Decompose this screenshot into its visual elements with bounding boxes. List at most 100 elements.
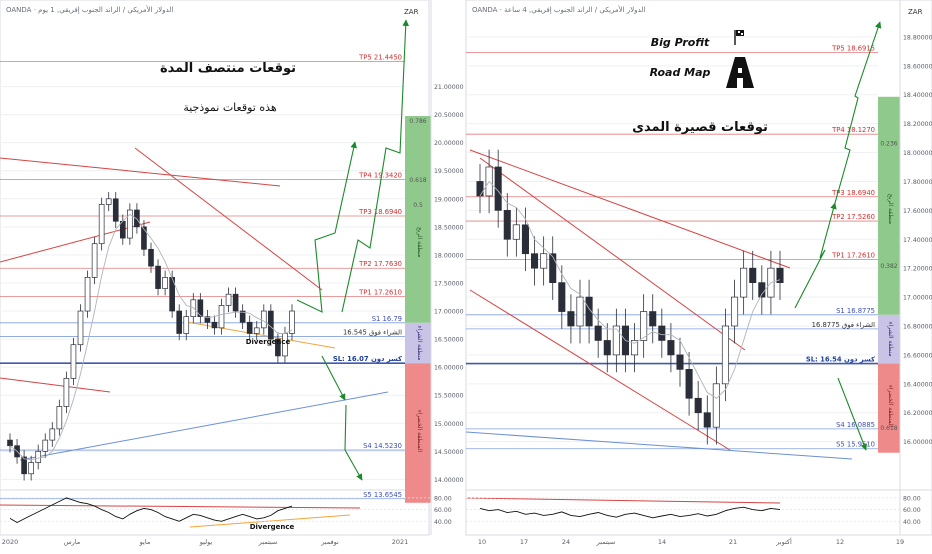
x-tick-label: 2020 xyxy=(2,538,19,546)
right-oscillator-pane[interactable] xyxy=(465,489,932,536)
oscillator-tick-label: 80.00 xyxy=(903,495,921,502)
left-subtitle: هذه توقعات نموذجية xyxy=(183,101,277,114)
candle-body xyxy=(35,450,42,463)
level-label-buy: 16.8775 الشراء فوق xyxy=(812,321,875,329)
level-label-SL: SL: 16.07 كسر دون xyxy=(333,355,402,363)
y-tick-label: 16.50000 xyxy=(434,337,464,344)
oscillator-line xyxy=(479,506,781,519)
left-currency-badge[interactable]: ZAR xyxy=(404,8,419,16)
candle-body xyxy=(576,296,584,327)
candle-body xyxy=(703,412,711,428)
x-tick-label: 24 xyxy=(562,538,570,546)
loss-zone-label: المنطقة الخضراء xyxy=(416,410,423,453)
oscillator-tick-label: 40.00 xyxy=(434,519,452,526)
right-currency-badge[interactable]: ZAR xyxy=(908,8,923,16)
projection-arrow xyxy=(296,141,357,313)
level-label-buy: 16.545 الشراء فوق xyxy=(343,329,402,337)
candle-body xyxy=(776,267,784,283)
candle-body xyxy=(197,299,204,317)
right-header: OANDA · الدولار الأمريكي / الراند الجنوب… xyxy=(472,5,645,14)
candle-body xyxy=(183,316,190,334)
x-tick-label: يوليو xyxy=(199,538,213,546)
candle-body xyxy=(494,166,502,211)
y-tick-label: 15.00000 xyxy=(434,421,464,428)
buy-zone-label: منطقة الشراء xyxy=(416,326,423,361)
candle-body xyxy=(127,209,133,239)
candle-body xyxy=(98,204,105,245)
y-tick-label: 17.40000 xyxy=(903,237,932,244)
candle-body xyxy=(112,198,119,222)
left-divergence-label: Divergence xyxy=(246,338,291,346)
y-tick-label: 16.00000 xyxy=(903,439,932,446)
projection-arrow xyxy=(344,404,363,481)
y-tick-label: 17.60000 xyxy=(903,208,932,215)
trendline-red xyxy=(469,289,731,451)
y-tick-label: 16.80000 xyxy=(903,324,932,331)
candle-body xyxy=(594,325,602,341)
candle-body xyxy=(204,316,211,323)
loss-zone-label: المنطقة الخضراء xyxy=(887,385,894,428)
candle-body xyxy=(540,253,548,269)
trendline-blue xyxy=(19,391,389,461)
candle-body xyxy=(685,369,693,399)
x-tick-label: 2021 xyxy=(392,538,409,546)
level-label-S4: S4 14.5230 xyxy=(363,442,402,450)
candle-body xyxy=(56,406,63,430)
projection-arrow xyxy=(794,202,837,309)
candle-body xyxy=(531,253,539,269)
x-tick-label: سبتمبر xyxy=(596,538,616,546)
projection-arrow xyxy=(341,19,410,313)
candle-body xyxy=(649,311,657,327)
level-label-S5: S5 13.6545 xyxy=(363,491,402,499)
y-tick-label: 17.50000 xyxy=(434,280,464,287)
candle-body xyxy=(70,344,77,379)
trendline-red xyxy=(0,377,111,393)
checkered-flag-icon xyxy=(734,30,744,45)
trendline-red xyxy=(0,157,281,187)
candle-body xyxy=(676,354,684,370)
level-label-TP2: TP2 17.7630 xyxy=(358,260,402,268)
y-tick-label: 16.60000 xyxy=(903,352,932,359)
candle-body xyxy=(260,310,267,329)
candle-body xyxy=(731,296,739,327)
y-tick-label: 17.00000 xyxy=(903,295,932,302)
osc-trendline-orange xyxy=(189,514,351,528)
fib-label: 0.236 xyxy=(880,140,897,147)
candle-body xyxy=(503,210,511,240)
left-header: OANDA · الدولار الأمريكي / الراند الجنوب… xyxy=(6,5,173,14)
oscillator-tick-label: 80.00 xyxy=(434,495,452,502)
x-tick-label: 21 xyxy=(729,538,737,546)
candle-body xyxy=(749,267,757,283)
candle-body xyxy=(275,338,281,357)
osc-trendline-red xyxy=(0,504,361,509)
x-tick-label: مارس xyxy=(64,538,81,546)
left-osc-divergence-label: Divergence xyxy=(250,523,295,531)
candle-body xyxy=(7,439,13,447)
fib-label: 0.618 xyxy=(880,425,897,432)
candle-body xyxy=(162,277,168,289)
y-tick-label: 14.50000 xyxy=(434,449,464,456)
trendline-red xyxy=(134,147,323,291)
left-price-pane[interactable] xyxy=(0,0,430,491)
osc-trendline-red xyxy=(465,497,781,504)
profit-zone xyxy=(405,115,431,323)
oscillator-tick-label: 60.00 xyxy=(434,507,452,514)
y-tick-label: 18.00000 xyxy=(434,252,464,259)
x-tick-label: 10 xyxy=(478,538,486,546)
level-label-TP1: TP1 17.2610 xyxy=(831,251,875,259)
candle-body xyxy=(218,305,225,329)
projection-arrow xyxy=(834,21,882,204)
level-label-S1: S1 16.8775 xyxy=(836,307,875,315)
candle-body xyxy=(63,378,70,407)
level-label-TP5: TP5 18.6915 xyxy=(831,45,875,53)
candle-body xyxy=(253,327,260,334)
candle-body xyxy=(712,383,720,428)
trendline-red xyxy=(479,157,746,351)
fib-label: 0.618 xyxy=(409,177,426,184)
level-label-TP4: TP4 18.1270 xyxy=(831,126,875,134)
candle-body xyxy=(549,253,557,283)
y-tick-label: 19.00000 xyxy=(434,196,464,203)
level-label-S1: S1 16.79 xyxy=(372,315,402,323)
